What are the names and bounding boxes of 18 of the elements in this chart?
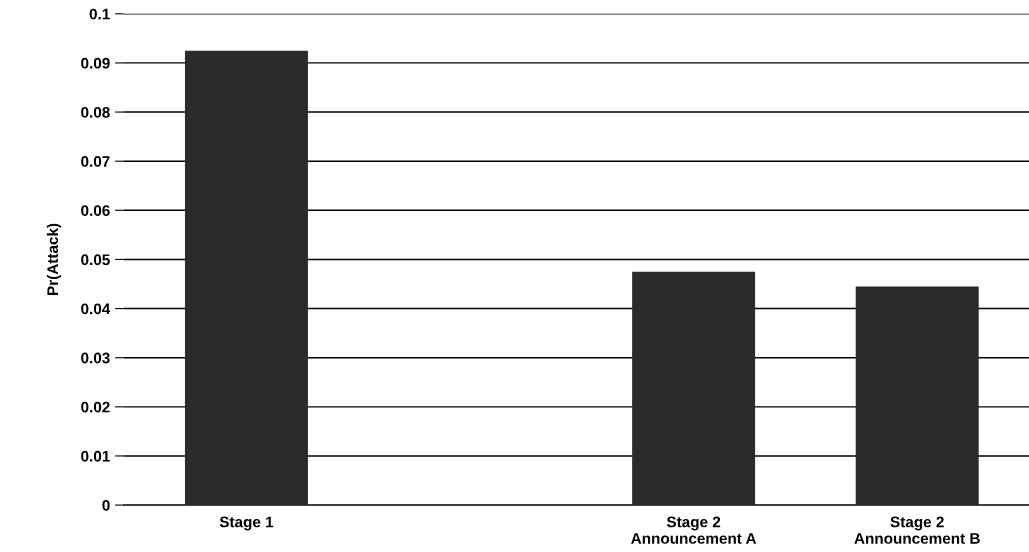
y-tick-label: 0.08 (81, 106, 110, 118)
x-tick-label: Stage 1 (219, 516, 274, 531)
y-tick-label: 0 (102, 499, 110, 511)
y-tick-label: 0.1 (89, 8, 110, 20)
y-axis-title: Pr(Attack) (46, 223, 62, 295)
y-tick-label: 0.05 (81, 254, 110, 266)
y-tick-label: 0.04 (81, 303, 111, 315)
x-tick-label: Stage 2 Announcement B (854, 516, 980, 544)
y-tick-label: 0.03 (81, 352, 110, 364)
y-tick-label: 0.07 (81, 156, 110, 167)
bar (632, 271, 756, 506)
y-tick-label: 0.06 (81, 205, 110, 216)
y-tick-label: 0.09 (81, 57, 110, 69)
bar (855, 286, 979, 506)
x-tick-label: Stage 2 Announcement A (631, 516, 757, 544)
y-tick-label: 0.01 (81, 450, 110, 462)
y-tick-label: 0.02 (81, 401, 110, 413)
bar (184, 50, 308, 506)
